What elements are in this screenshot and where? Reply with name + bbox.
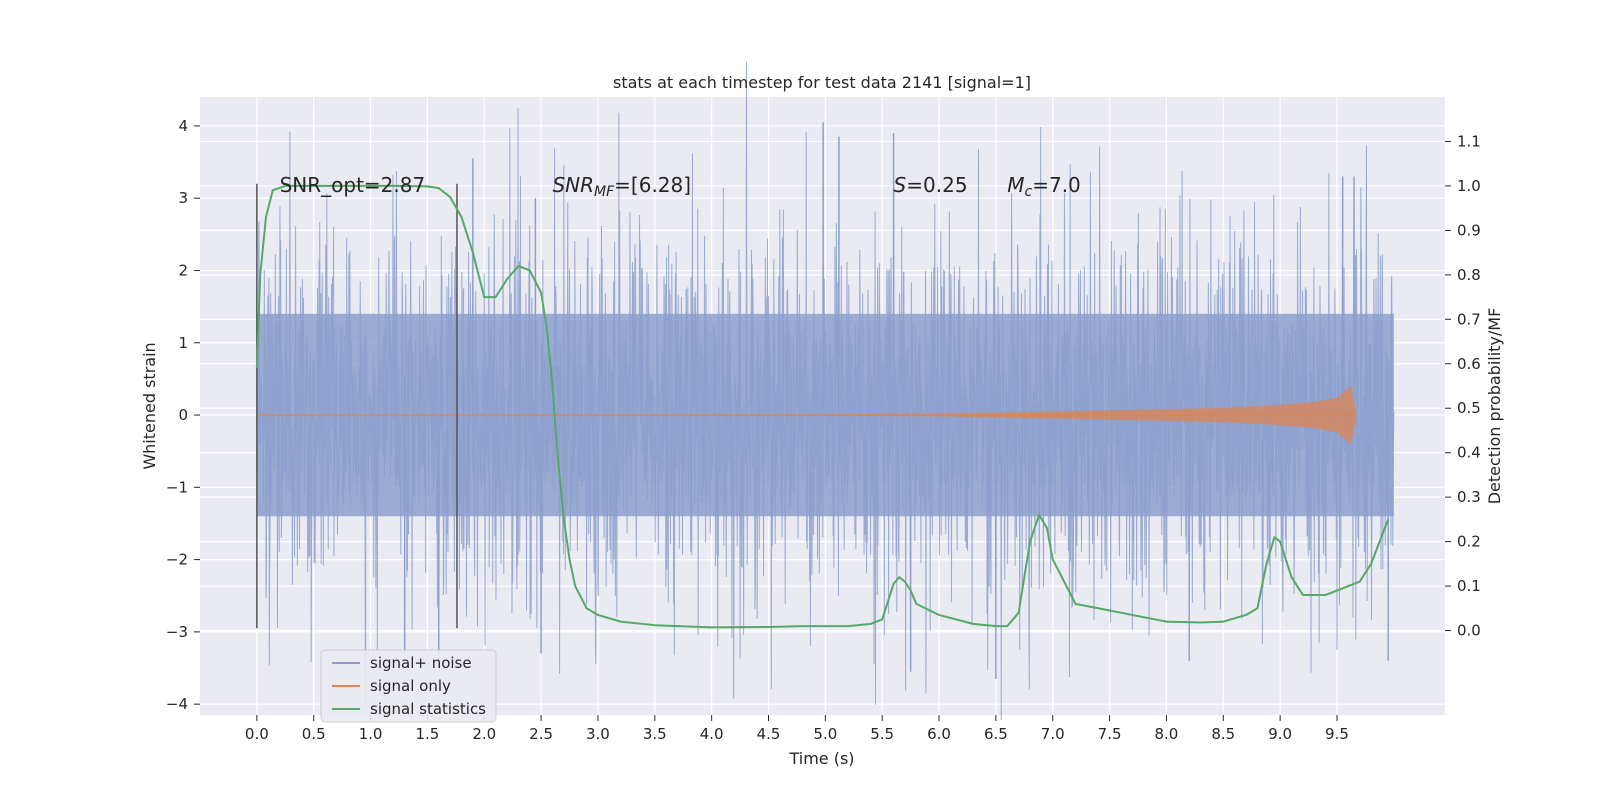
x-tick-label: 4.0 bbox=[700, 725, 724, 743]
annotation-1-part-1: MF bbox=[594, 184, 615, 200]
x-tick-label: 7.0 bbox=[1041, 725, 1065, 743]
y2-axis-label: Detection probability/MF bbox=[1485, 308, 1504, 505]
y2-tick-label: 0.8 bbox=[1457, 266, 1481, 284]
annotation-1: SNRMF=[6.28] bbox=[552, 173, 691, 200]
annotation-0: SNR_opt=2.87 bbox=[280, 173, 426, 197]
y-tick-label: 0 bbox=[178, 406, 188, 424]
y2-tick-label: 0.4 bbox=[1457, 444, 1481, 462]
y-tick-label: −3 bbox=[166, 623, 188, 641]
y-tick-label: 2 bbox=[178, 261, 188, 279]
y2-tick-label: 0.2 bbox=[1457, 533, 1481, 551]
x-tick-label: 8.0 bbox=[1155, 725, 1179, 743]
annotation-3: Mc=7.0 bbox=[1007, 173, 1081, 200]
annotation-2: S=0.25 bbox=[894, 173, 968, 197]
x-axis-ticks: 0.0 0.5 1.0 1.5 2.0 2.5 3.0 3.5 4.0 4.5 5.0 5.5 6.0 6… bbox=[245, 715, 1349, 743]
y2-tick-label: 0.7 bbox=[1457, 310, 1481, 328]
y2-tick-label: 1.1 bbox=[1457, 132, 1481, 150]
legend-label-signal-statistics: signal statistics bbox=[370, 700, 486, 718]
y-tick-label: −1 bbox=[166, 478, 188, 496]
signal-only-series bbox=[256, 386, 1357, 444]
y2-tick-label: 1.0 bbox=[1457, 177, 1481, 195]
annotation-1-part-0: SNR bbox=[552, 173, 594, 197]
y2-tick-label: 0.9 bbox=[1457, 221, 1481, 239]
x-tick-label: 8.5 bbox=[1211, 725, 1235, 743]
x-tick-label: 5.5 bbox=[870, 725, 894, 743]
x-tick-label: 3.5 bbox=[643, 725, 667, 743]
y-tick-label: 4 bbox=[178, 117, 188, 135]
annotation-1-part-2: =[6.28] bbox=[614, 173, 691, 197]
noise-trace bbox=[256, 61, 1395, 721]
annotation-2-part-1: =0.25 bbox=[906, 173, 967, 197]
legend: signal+ noise signal only signal statist… bbox=[320, 649, 497, 723]
x-tick-label: 1.0 bbox=[359, 725, 383, 743]
y2-tick-label: 0.3 bbox=[1457, 488, 1481, 506]
y2-tick-label: 0.1 bbox=[1457, 577, 1481, 595]
x-tick-label: 0.0 bbox=[245, 725, 269, 743]
annotation-3-part-2: =7.0 bbox=[1032, 173, 1081, 197]
vertical-markers bbox=[256, 183, 458, 629]
annotations: SNR_opt=2.87 SNRMF=[6.28] S=0.25 Mc=7.0 bbox=[280, 173, 1081, 200]
y-tick-label: −4 bbox=[166, 695, 188, 713]
chart-title: stats at each timestep for test data 214… bbox=[613, 73, 1031, 92]
x-tick-label: 2.0 bbox=[472, 725, 496, 743]
x-tick-label: 9.0 bbox=[1268, 725, 1292, 743]
x-tick-label: 6.5 bbox=[984, 725, 1008, 743]
y-tick-label: −2 bbox=[166, 551, 188, 569]
x-axis-label: Time (s) bbox=[788, 749, 854, 768]
annotation-3-part-0: M bbox=[1007, 173, 1024, 197]
x-tick-label: 9.5 bbox=[1325, 725, 1349, 743]
x-tick-label: 6.0 bbox=[927, 725, 951, 743]
annotation-2-part-0: S bbox=[894, 173, 907, 197]
statistics-line bbox=[255, 184, 1390, 629]
annotation-3-part-1: c bbox=[1025, 184, 1033, 200]
y2-tick-label: 0.0 bbox=[1457, 622, 1481, 640]
y-tick-label: 1 bbox=[178, 334, 188, 352]
y-axis-label: Whitened strain bbox=[140, 342, 159, 469]
x-tick-label: 2.5 bbox=[529, 725, 553, 743]
legend-label-signal-noise: signal+ noise bbox=[370, 654, 472, 672]
y-axis-ticks: −4 −3 −2 −1 0 1 2 3 4 bbox=[166, 117, 200, 713]
x-tick-label: 0.5 bbox=[302, 725, 326, 743]
y2-tick-label: 0.6 bbox=[1457, 355, 1481, 373]
x-tick-label: 5.0 bbox=[813, 725, 837, 743]
x-tick-label: 3.0 bbox=[586, 725, 610, 743]
legend-label-signal-only: signal only bbox=[370, 677, 451, 695]
annotation-0-part-0: SNR_opt=2.87 bbox=[280, 173, 426, 197]
statistics-series bbox=[255, 184, 1390, 629]
x-tick-label: 4.5 bbox=[757, 725, 781, 743]
legend-box bbox=[320, 649, 497, 723]
y2-axis-ticks: 0.0 0.1 0.2 0.3 0.4 0.5 0.6 0.7 0.8 0.9 1.0 1.1 bbox=[1445, 132, 1481, 640]
x-tick-label: 1.5 bbox=[415, 725, 439, 743]
y2-tick-label: 0.5 bbox=[1457, 399, 1481, 417]
y-tick-label: 3 bbox=[178, 189, 188, 207]
x-tick-label: 7.5 bbox=[1098, 725, 1122, 743]
